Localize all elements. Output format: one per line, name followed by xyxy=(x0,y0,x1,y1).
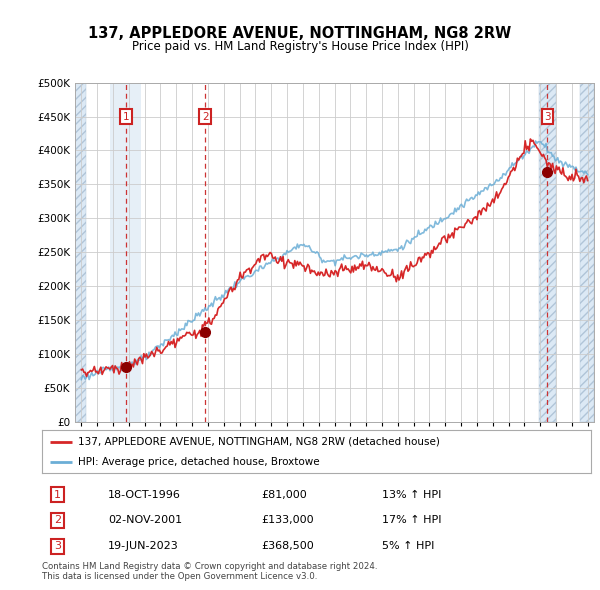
Text: 2: 2 xyxy=(54,516,61,526)
Text: 2: 2 xyxy=(202,112,209,122)
Text: 137, APPLEDORE AVENUE, NOTTINGHAM, NG8 2RW (detached house): 137, APPLEDORE AVENUE, NOTTINGHAM, NG8 2… xyxy=(77,437,440,447)
Text: 5% ↑ HPI: 5% ↑ HPI xyxy=(382,542,435,552)
Text: £133,000: £133,000 xyxy=(262,516,314,526)
Text: 02-NOV-2001: 02-NOV-2001 xyxy=(108,516,182,526)
Bar xyxy=(75,83,86,422)
Text: £368,500: £368,500 xyxy=(262,542,314,552)
Text: 1: 1 xyxy=(122,112,129,122)
Text: £81,000: £81,000 xyxy=(262,490,307,500)
Text: 3: 3 xyxy=(54,542,61,552)
Text: 17% ↑ HPI: 17% ↑ HPI xyxy=(382,516,442,526)
Bar xyxy=(539,83,556,422)
Bar xyxy=(110,83,142,422)
Text: 13% ↑ HPI: 13% ↑ HPI xyxy=(382,490,442,500)
Text: 3: 3 xyxy=(544,112,551,122)
Text: 19-JUN-2023: 19-JUN-2023 xyxy=(108,542,179,552)
Bar xyxy=(580,83,594,422)
Text: 1: 1 xyxy=(54,490,61,500)
Text: HPI: Average price, detached house, Broxtowe: HPI: Average price, detached house, Brox… xyxy=(77,457,319,467)
Text: Contains HM Land Registry data © Crown copyright and database right 2024.
This d: Contains HM Land Registry data © Crown c… xyxy=(42,562,377,581)
Text: Price paid vs. HM Land Registry's House Price Index (HPI): Price paid vs. HM Land Registry's House … xyxy=(131,40,469,53)
Text: 137, APPLEDORE AVENUE, NOTTINGHAM, NG8 2RW: 137, APPLEDORE AVENUE, NOTTINGHAM, NG8 2… xyxy=(88,26,512,41)
Text: 18-OCT-1996: 18-OCT-1996 xyxy=(108,490,181,500)
